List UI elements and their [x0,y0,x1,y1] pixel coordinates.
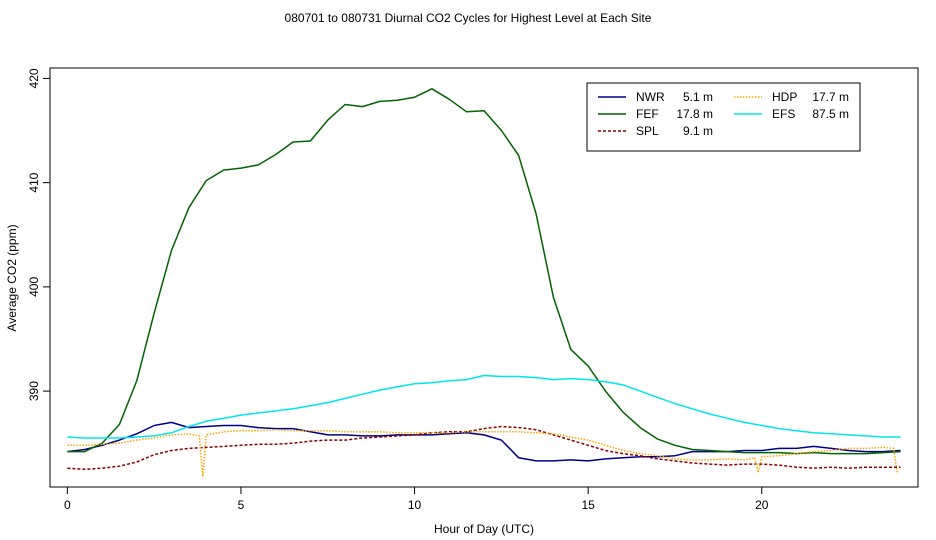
legend-label-hdp: HDP [772,90,797,104]
chart-title: 080701 to 080731 Diurnal CO2 Cycles for … [285,11,652,25]
legend-label-efs: EFS [772,107,795,121]
y-axis: 390 400 410 420 [27,68,51,401]
series-line-hdp [67,428,898,478]
series-line-nwr [67,421,901,462]
x-tick-label: 10 [408,498,422,512]
legend-height-efs: 87.5 m [812,107,849,121]
y-tick-label: 420 [27,68,41,88]
legend-height-nwr: 5.1 m [683,90,713,104]
legend-height-spl: 9.1 m [683,124,713,138]
series-layer [67,88,901,478]
legend-label-spl: SPL [636,124,659,138]
x-axis: 0 5 10 15 20 [64,486,769,512]
series-line-fef [67,88,901,455]
x-tick-label: 0 [64,498,71,512]
legend: NWR 5.1 m FEF 17.8 m SPL 9.1 m HDP 17.7 m EFS 87.… [586,82,861,152]
legend-label-fef: FEF [636,107,659,121]
y-tick-label: 390 [27,381,41,401]
y-tick-label: 410 [27,172,41,192]
series-line-spl [67,425,901,471]
y-axis-label: Average CO2 (ppm) [5,224,19,331]
x-tick-label: 15 [581,498,595,512]
x-axis-label: Hour of Day (UTC) [434,522,534,536]
series-line-efs [67,374,901,439]
legend-height-fef: 17.8 m [676,107,713,121]
legend-height-hdp: 17.7 m [812,90,849,104]
legend-box [586,82,861,152]
x-tick-label: 5 [238,498,245,512]
legend-label-nwr: NWR [636,90,665,104]
y-tick-label: 400 [27,277,41,297]
x-tick-label: 20 [755,498,769,512]
